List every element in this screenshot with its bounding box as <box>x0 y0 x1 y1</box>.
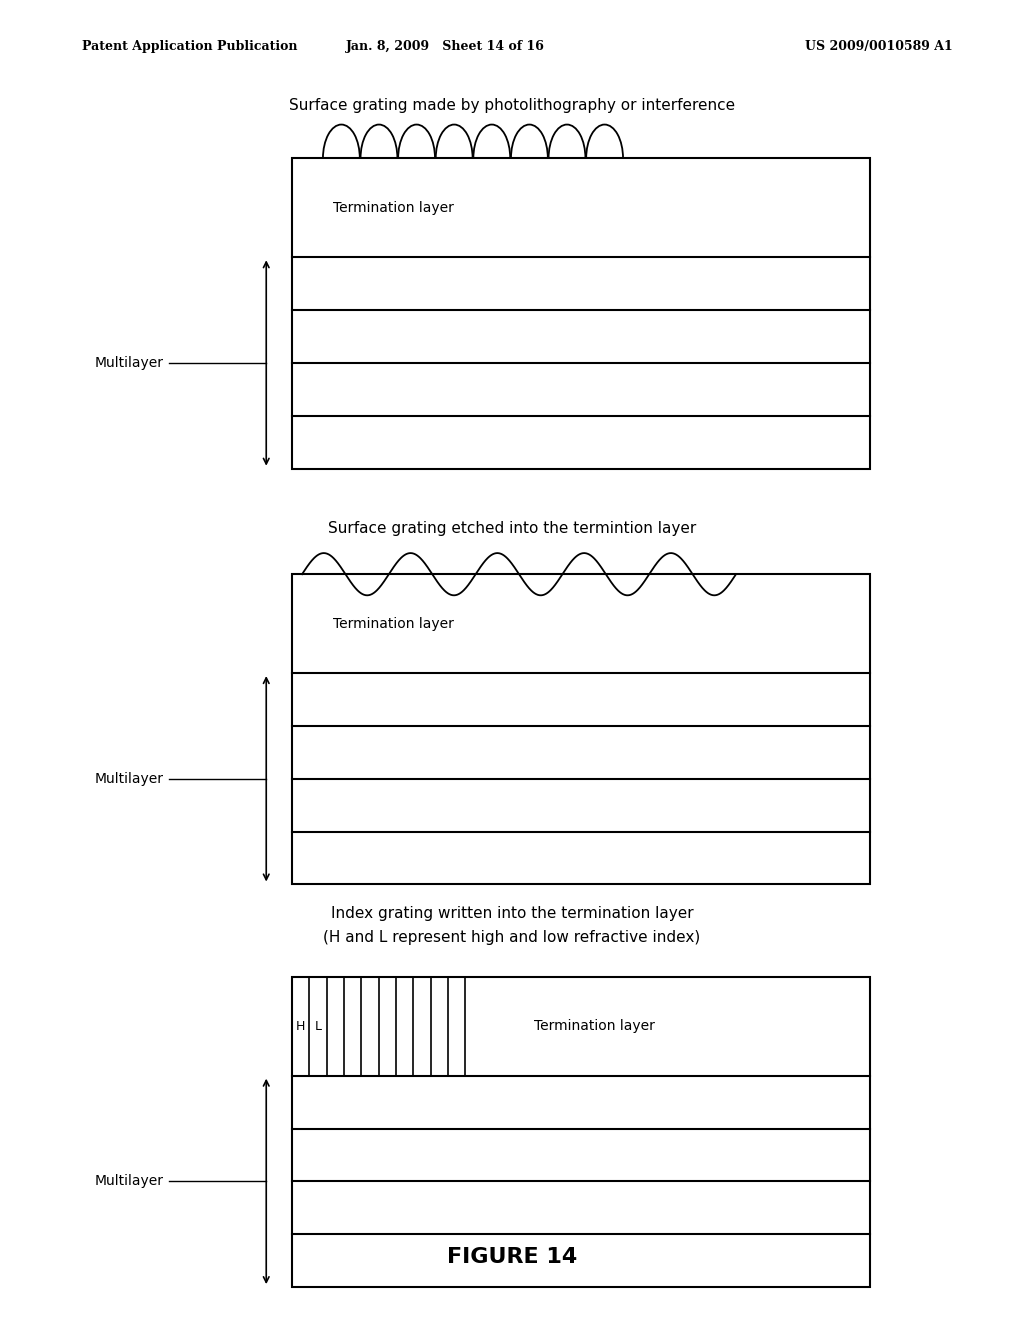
Text: (H and L represent high and low refractive index): (H and L represent high and low refracti… <box>324 929 700 945</box>
Text: US 2009/0010589 A1: US 2009/0010589 A1 <box>805 40 952 53</box>
Text: Multilayer: Multilayer <box>95 356 164 370</box>
Text: Multilayer: Multilayer <box>95 772 164 785</box>
Text: Multilayer: Multilayer <box>95 1175 164 1188</box>
Text: Surface grating etched into the termintion layer: Surface grating etched into the terminti… <box>328 520 696 536</box>
Bar <box>292 574 870 884</box>
Text: FIGURE 14: FIGURE 14 <box>446 1246 578 1267</box>
Text: Surface grating made by photolithography or interference: Surface grating made by photolithography… <box>289 98 735 114</box>
Text: Jan. 8, 2009   Sheet 14 of 16: Jan. 8, 2009 Sheet 14 of 16 <box>346 40 545 53</box>
Bar <box>292 158 870 469</box>
Text: Termination layer: Termination layer <box>333 616 454 631</box>
Text: L: L <box>314 1020 322 1032</box>
Bar <box>292 977 870 1287</box>
Text: H: H <box>296 1020 305 1032</box>
Text: Index grating written into the termination layer: Index grating written into the terminati… <box>331 906 693 921</box>
Text: Patent Application Publication: Patent Application Publication <box>82 40 297 53</box>
Text: Termination layer: Termination layer <box>534 1019 654 1034</box>
Text: Termination layer: Termination layer <box>333 201 454 215</box>
